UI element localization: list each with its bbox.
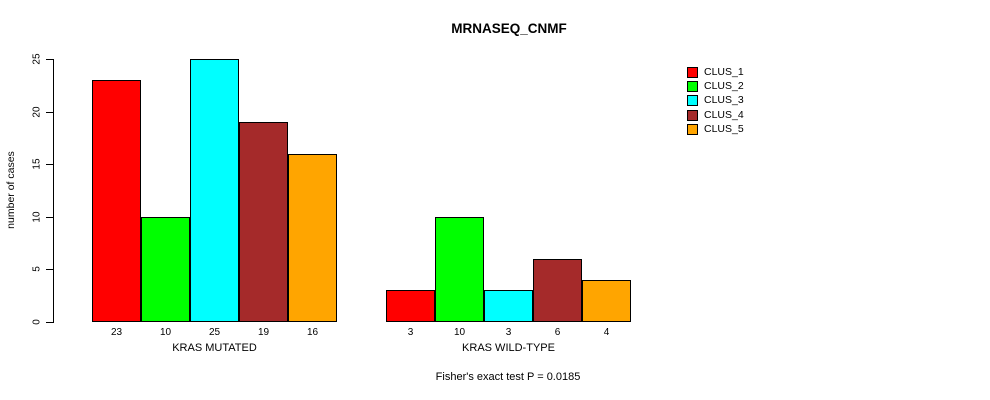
bar-value-label: 6 [554, 327, 561, 338]
y-axis-tick [46, 269, 53, 271]
legend-item: CLUS_1 [687, 65, 744, 79]
legend-item: CLUS_5 [687, 123, 744, 137]
bar-value-label: 4 [603, 327, 610, 338]
bar-clus_1-group1 [92, 80, 141, 322]
bar-value-label: 3 [505, 327, 512, 338]
x-axis-group-label: KRAS MUTATED [172, 342, 257, 354]
y-axis-tick-label: 25 [31, 53, 43, 65]
y-axis-label: number of cases [5, 151, 17, 229]
bar-clus_3-group2 [484, 290, 533, 322]
annotation-text: Fisher's exact test P = 0.0185 [435, 371, 581, 383]
bar-clus_4-group2 [533, 258, 582, 322]
y-axis-tick-label: 15 [31, 158, 43, 170]
legend-item: CLUS_2 [687, 79, 744, 93]
chart-title: MRNASEQ_CNMF [451, 21, 567, 36]
legend-color-swatch [687, 109, 698, 121]
y-axis-tick-label: 20 [31, 106, 43, 118]
bar-value-label: 19 [257, 327, 270, 338]
y-axis-line [53, 59, 54, 323]
bar-value-label: 3 [407, 327, 414, 338]
legend-color-swatch [687, 95, 698, 107]
legend-item: CLUS_3 [687, 94, 744, 108]
legend-item: CLUS_4 [687, 108, 744, 122]
legend-label: CLUS_3 [704, 94, 744, 107]
legend-label: CLUS_5 [704, 123, 744, 136]
bar-clus_1-group2 [386, 290, 435, 322]
bar-clus_4-group1 [239, 122, 288, 322]
bar-clus_5-group2 [582, 279, 631, 322]
bar-value-label: 23 [110, 327, 123, 338]
legend-label: CLUS_2 [704, 79, 744, 92]
bar-clus_3-group1 [190, 59, 239, 322]
legend-label: CLUS_4 [704, 108, 744, 121]
y-axis-tick [46, 111, 53, 113]
x-axis-group-label: KRAS WILD-TYPE [462, 342, 555, 354]
bar-value-label: 16 [306, 327, 319, 338]
y-axis-tick [46, 164, 53, 166]
y-axis-tick [46, 59, 53, 60]
bar-clus_2-group2 [435, 216, 484, 322]
legend-color-swatch [687, 124, 698, 136]
y-axis-tick-label: 10 [31, 211, 43, 223]
bar-clus_2-group1 [141, 216, 190, 322]
bar-value-label: 10 [453, 327, 466, 338]
y-axis-tick-label: 5 [31, 266, 43, 273]
legend-color-swatch [687, 66, 698, 78]
legend-color-swatch [687, 80, 698, 92]
y-axis-tick [46, 322, 53, 323]
legend-label: CLUS_1 [704, 65, 744, 78]
y-axis-tick [46, 216, 53, 218]
y-axis-tick-label: 0 [31, 319, 43, 325]
bar-clus_5-group1 [288, 153, 337, 322]
bar-value-label: 25 [208, 327, 221, 338]
bar-value-label: 10 [159, 327, 172, 338]
